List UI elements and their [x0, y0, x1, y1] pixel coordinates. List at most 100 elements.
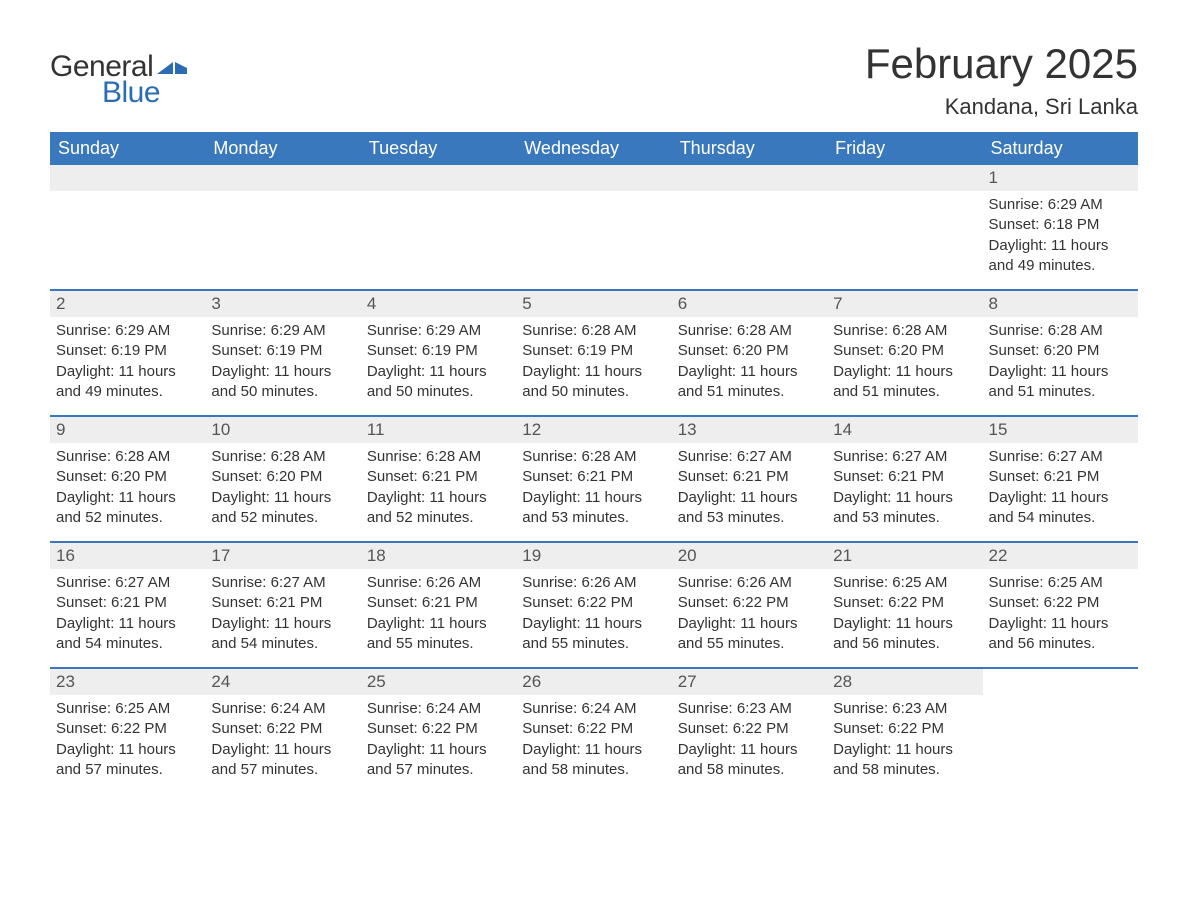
sunrise-text: Sunrise: 6:29 AM [211, 321, 354, 341]
daylight-text-1: Daylight: 11 hours [989, 362, 1132, 382]
day-content: Sunrise: 6:28 AMSunset: 6:20 PMDaylight:… [672, 317, 827, 410]
week-row: 9Sunrise: 6:28 AMSunset: 6:20 PMDaylight… [50, 415, 1138, 541]
weekday-header: Wednesday [516, 132, 671, 165]
day-content: Sunrise: 6:28 AMSunset: 6:20 PMDaylight:… [205, 443, 360, 536]
daylight-text-1: Daylight: 11 hours [56, 614, 199, 634]
flag-icon [157, 56, 187, 81]
daylight-text-1: Daylight: 11 hours [211, 740, 354, 760]
sunset-text: Sunset: 6:21 PM [522, 467, 665, 487]
daylight-text-1: Daylight: 11 hours [678, 362, 821, 382]
calendar-page: General Blue February 2025 Kandana, Sri … [0, 0, 1188, 918]
sunrise-text: Sunrise: 6:28 AM [522, 447, 665, 467]
daylight-text-2: and 58 minutes. [678, 760, 821, 780]
day-cell: 11Sunrise: 6:28 AMSunset: 6:21 PMDayligh… [361, 417, 516, 541]
day-cell [205, 165, 360, 289]
day-content: Sunrise: 6:28 AMSunset: 6:20 PMDaylight:… [983, 317, 1138, 410]
daylight-text-2: and 57 minutes. [56, 760, 199, 780]
day-number: 19 [516, 543, 671, 569]
day-number: 15 [983, 417, 1138, 443]
day-number: 23 [50, 669, 205, 695]
daylight-text-2: and 58 minutes. [833, 760, 976, 780]
day-content: Sunrise: 6:26 AMSunset: 6:22 PMDaylight:… [516, 569, 671, 662]
daylight-text-2: and 50 minutes. [367, 382, 510, 402]
sunset-text: Sunset: 6:22 PM [522, 593, 665, 613]
daylight-text-1: Daylight: 11 hours [367, 488, 510, 508]
day-number: 1 [983, 165, 1138, 191]
day-content: Sunrise: 6:27 AMSunset: 6:21 PMDaylight:… [827, 443, 982, 536]
daylight-text-2: and 49 minutes. [989, 256, 1132, 276]
sunset-text: Sunset: 6:21 PM [56, 593, 199, 613]
daylight-text-2: and 57 minutes. [211, 760, 354, 780]
day-cell: 26Sunrise: 6:24 AMSunset: 6:22 PMDayligh… [516, 669, 671, 793]
sunset-text: Sunset: 6:22 PM [522, 719, 665, 739]
sunset-text: Sunset: 6:22 PM [211, 719, 354, 739]
day-cell: 5Sunrise: 6:28 AMSunset: 6:19 PMDaylight… [516, 291, 671, 415]
day-number: 14 [827, 417, 982, 443]
weeks-container: 1Sunrise: 6:29 AMSunset: 6:18 PMDaylight… [50, 165, 1138, 793]
daylight-text-2: and 51 minutes. [678, 382, 821, 402]
daylight-text-1: Daylight: 11 hours [989, 614, 1132, 634]
daylight-text-1: Daylight: 11 hours [211, 362, 354, 382]
daylight-text-1: Daylight: 11 hours [678, 488, 821, 508]
sunset-text: Sunset: 6:18 PM [989, 215, 1132, 235]
day-number: 5 [516, 291, 671, 317]
daylight-text-1: Daylight: 11 hours [833, 488, 976, 508]
day-number: 25 [361, 669, 516, 695]
day-cell: 1Sunrise: 6:29 AMSunset: 6:18 PMDaylight… [983, 165, 1138, 289]
day-cell [983, 669, 1138, 793]
sunset-text: Sunset: 6:21 PM [989, 467, 1132, 487]
day-number: 9 [50, 417, 205, 443]
day-content: Sunrise: 6:24 AMSunset: 6:22 PMDaylight:… [205, 695, 360, 788]
sunrise-text: Sunrise: 6:27 AM [989, 447, 1132, 467]
daylight-text-2: and 55 minutes. [367, 634, 510, 654]
day-number: 11 [361, 417, 516, 443]
day-number: 21 [827, 543, 982, 569]
day-content: Sunrise: 6:29 AMSunset: 6:19 PMDaylight:… [205, 317, 360, 410]
day-cell: 24Sunrise: 6:24 AMSunset: 6:22 PMDayligh… [205, 669, 360, 793]
daylight-text-1: Daylight: 11 hours [211, 488, 354, 508]
sunset-text: Sunset: 6:21 PM [833, 467, 976, 487]
daylight-text-2: and 49 minutes. [56, 382, 199, 402]
day-number: 20 [672, 543, 827, 569]
day-content: Sunrise: 6:28 AMSunset: 6:21 PMDaylight:… [361, 443, 516, 536]
day-content: Sunrise: 6:28 AMSunset: 6:20 PMDaylight:… [50, 443, 205, 536]
sunrise-text: Sunrise: 6:26 AM [522, 573, 665, 593]
sunrise-text: Sunrise: 6:27 AM [56, 573, 199, 593]
sunrise-text: Sunrise: 6:23 AM [833, 699, 976, 719]
day-content: Sunrise: 6:25 AMSunset: 6:22 PMDaylight:… [827, 569, 982, 662]
day-cell: 4Sunrise: 6:29 AMSunset: 6:19 PMDaylight… [361, 291, 516, 415]
sunrise-text: Sunrise: 6:27 AM [211, 573, 354, 593]
day-content: Sunrise: 6:27 AMSunset: 6:21 PMDaylight:… [50, 569, 205, 662]
weekday-header: Monday [205, 132, 360, 165]
daylight-text-2: and 55 minutes. [522, 634, 665, 654]
day-cell [672, 165, 827, 289]
day-content: Sunrise: 6:24 AMSunset: 6:22 PMDaylight:… [516, 695, 671, 788]
daylight-text-2: and 50 minutes. [211, 382, 354, 402]
sunset-text: Sunset: 6:19 PM [367, 341, 510, 361]
daylight-text-1: Daylight: 11 hours [522, 488, 665, 508]
day-content: Sunrise: 6:26 AMSunset: 6:21 PMDaylight:… [361, 569, 516, 662]
daylight-text-2: and 53 minutes. [833, 508, 976, 528]
daylight-text-1: Daylight: 11 hours [833, 740, 976, 760]
sunrise-text: Sunrise: 6:25 AM [56, 699, 199, 719]
daylight-text-1: Daylight: 11 hours [989, 236, 1132, 256]
day-number: 13 [672, 417, 827, 443]
day-cell: 13Sunrise: 6:27 AMSunset: 6:21 PMDayligh… [672, 417, 827, 541]
day-number: 27 [672, 669, 827, 695]
day-content: Sunrise: 6:25 AMSunset: 6:22 PMDaylight:… [50, 695, 205, 788]
day-content: Sunrise: 6:23 AMSunset: 6:22 PMDaylight:… [827, 695, 982, 788]
sunrise-text: Sunrise: 6:26 AM [367, 573, 510, 593]
weekday-header-row: SundayMondayTuesdayWednesdayThursdayFrid… [50, 132, 1138, 165]
empty-day-bar [672, 165, 827, 191]
week-row: 1Sunrise: 6:29 AMSunset: 6:18 PMDaylight… [50, 165, 1138, 289]
empty-day-bar [827, 165, 982, 191]
daylight-text-1: Daylight: 11 hours [211, 614, 354, 634]
day-cell: 8Sunrise: 6:28 AMSunset: 6:20 PMDaylight… [983, 291, 1138, 415]
sunset-text: Sunset: 6:20 PM [678, 341, 821, 361]
daylight-text-2: and 52 minutes. [56, 508, 199, 528]
day-number: 2 [50, 291, 205, 317]
day-cell: 14Sunrise: 6:27 AMSunset: 6:21 PMDayligh… [827, 417, 982, 541]
sunset-text: Sunset: 6:20 PM [211, 467, 354, 487]
sunset-text: Sunset: 6:22 PM [678, 593, 821, 613]
day-cell: 20Sunrise: 6:26 AMSunset: 6:22 PMDayligh… [672, 543, 827, 667]
